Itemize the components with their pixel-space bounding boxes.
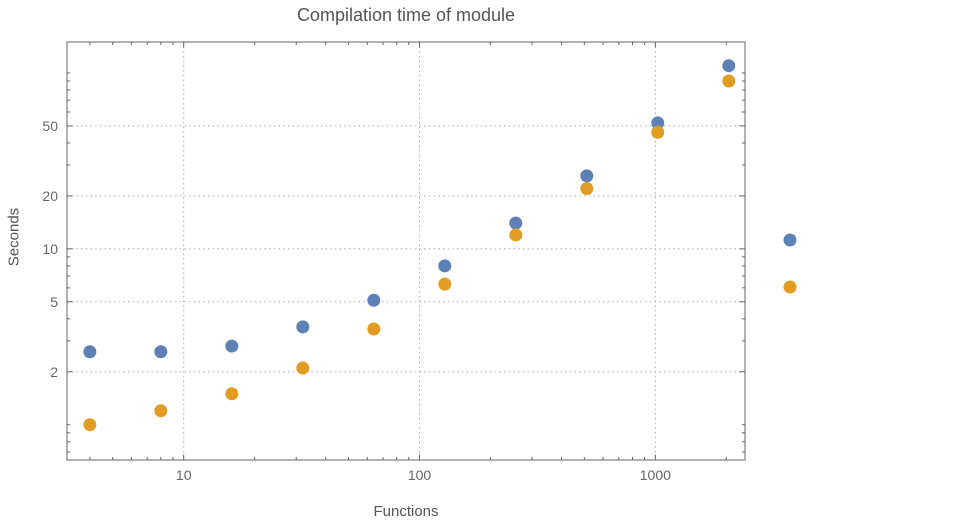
y-tick-label-2: 2: [50, 364, 58, 380]
data-point-orange-x4: [83, 418, 97, 432]
data-point-orange-x2048: [722, 74, 736, 88]
data-point-orange-x1024: [651, 125, 665, 139]
data-point-blue-x1024: [651, 116, 665, 130]
legend-marker-blue: [783, 233, 797, 247]
y-tick-label-50: 50: [42, 118, 58, 134]
x-tick-label-1000: 1000: [640, 467, 671, 483]
x-axis-label: Functions: [373, 503, 439, 520]
data-point-orange-x16: [225, 387, 239, 401]
y-tick-label-5: 5: [50, 294, 58, 310]
legend-marker-orange: [783, 280, 797, 294]
plot-frame: [66, 41, 746, 461]
data-point-orange-x256: [509, 228, 523, 242]
chart-title: Compilation time of module: [296, 5, 516, 25]
x-tick-label-100: 100: [408, 467, 432, 483]
data-point-blue-x8: [154, 345, 168, 359]
data-point-blue-x512: [580, 169, 594, 183]
data-point-orange-x8: [154, 404, 168, 418]
data-point-orange-x32: [296, 361, 310, 375]
data-point-orange-x64: [367, 322, 381, 336]
data-point-blue-x2048: [722, 59, 736, 73]
data-point-blue-x256: [509, 216, 523, 230]
y-tick-label-10: 10: [42, 241, 58, 257]
data-point-blue-x64: [367, 293, 381, 307]
y-axis-label: Seconds: [5, 207, 23, 267]
data-point-blue-x4: [83, 345, 97, 359]
x-tick-label-10: 10: [176, 467, 192, 483]
data-point-blue-x16: [225, 339, 239, 353]
data-point-blue-x128: [438, 259, 452, 273]
data-point-orange-x128: [438, 277, 452, 291]
data-point-blue-x32: [296, 320, 310, 334]
y-tick-label-20: 20: [42, 188, 58, 204]
data-point-orange-x512: [580, 182, 594, 196]
